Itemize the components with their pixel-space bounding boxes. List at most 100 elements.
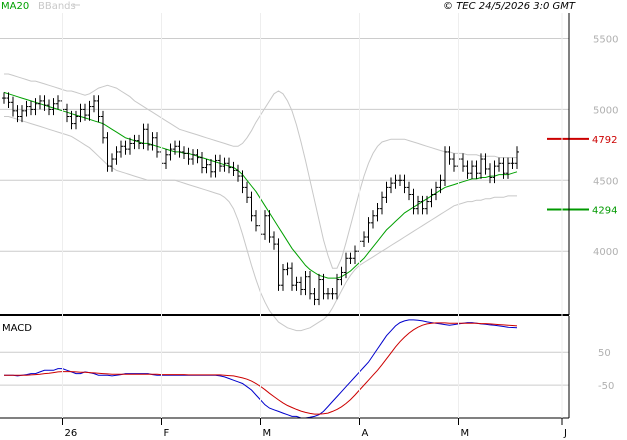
ohlc-bar [51,98,56,116]
x-tick-label: 26 [65,428,78,439]
ohlc-bar [249,191,254,222]
ohlc-bar [285,262,290,276]
ohlc-bar [267,210,272,243]
ohlc-bar [438,174,443,194]
price-y-tick-label: 4000 [593,247,618,258]
macd-y-tick-label: -50 [598,381,614,392]
header-legend: MA20 BBands © TEC 24/5/2026 3:0 GMT [1,1,576,12]
ohlc-bar [6,92,11,108]
macd-grid [0,351,569,386]
ohlc-bar [240,170,245,194]
ohlc-bar [506,157,510,179]
ohlc-bar [128,137,132,155]
price-y-tick-label: 4500 [593,176,618,187]
ohlc-bar [222,157,227,172]
ohlc-bar [429,188,434,208]
ohlc-bar [366,217,371,243]
ohlc-bar [290,262,294,291]
ohlc-bar [281,263,285,291]
legend-bbands: BBands [38,1,76,12]
ohlc-bar [150,132,155,151]
ohlc-bar [11,96,15,117]
ohlc-bar [245,181,249,203]
ohlc-bar [272,231,276,250]
ohlc-bar [371,210,375,229]
ohlc-bar [321,273,326,300]
ohlc-bar [173,140,177,155]
price-y-tick-label: 5500 [593,35,618,46]
ohlc-bar [308,271,312,300]
x-tick-label: M [263,428,272,439]
ohlc-bar [132,134,137,150]
ohlc-bar [191,149,195,165]
ohlc-bar [195,149,200,164]
price-levels: 4792 4294 [547,135,617,217]
ohlc-bar [474,160,479,179]
ohlc-bar [177,140,182,158]
ohlc-bar [375,202,380,222]
ohlc-bar [78,103,83,123]
ohlc-bar [137,134,141,150]
ohlc-bar [65,103,69,123]
ohlc-bar [461,153,465,172]
ohlc-bar [24,100,29,117]
ohlc-bar [389,177,393,194]
ohlc-bar [339,266,344,286]
resistance-level-label: 4792 [592,135,617,146]
copyright-text: © TEC 24/5/2026 3:0 GMT [443,1,576,12]
ohlc-bar [317,273,321,306]
ohlc-bar [465,160,470,179]
x-tick-label: M [461,428,470,439]
ohlc-bar [483,153,488,175]
price-grid [0,38,569,252]
ohlc-bar [335,273,339,300]
x-tick-label: A [362,428,369,439]
ohlc-bar [218,154,222,172]
ohlc-bar [74,110,78,130]
ohlc-bar [123,140,128,155]
ohlc-bar [362,231,366,247]
ohlc-bar [2,92,6,104]
ohlc-bar [393,174,398,189]
ohlc-bar [443,146,447,186]
ohlc-bar [353,245,357,264]
ohlc-bar [303,271,308,296]
ohlc-bar [96,95,101,123]
ohlc-bar [204,159,209,174]
ohlc-bar [470,160,474,179]
ohlc-bar [200,151,204,174]
ohlc-bar [92,95,96,113]
ohlc-bar [276,238,281,291]
ohlc-bar [105,132,110,172]
ohlc-bar [497,157,501,172]
ohlc-bar [380,191,384,215]
ohlc-bar [182,146,186,160]
ohlc-bar [425,195,429,215]
ohlc-bar [69,110,74,130]
ohlc-bar [263,210,267,240]
ohlc-bar [33,98,38,116]
ohlc-bar [411,188,416,215]
ohlc-bar [101,110,105,144]
price-y-tick-label: 5000 [593,105,618,116]
ohlc-bar [227,157,231,174]
legend-ma20: MA20 [1,1,29,12]
ohlc-bar [56,95,60,110]
ohlc-bar [15,105,20,123]
ohlc-bar [407,181,411,201]
ohlc-bar [402,174,407,194]
ohlc-bar [416,195,420,215]
ohlc-bar [479,153,483,179]
ohlc-bar [186,147,191,165]
ohlc-bar [398,174,402,186]
ohlc-bar [168,143,173,161]
macd-y-tick-label: 50 [598,348,611,359]
ohlc-bar [330,288,335,300]
ohlc-bar [114,146,119,165]
support-level-label: 4294 [592,206,617,217]
x-tick-label: J [563,428,567,439]
ohlc-bar [384,181,389,203]
ohlc-bar [83,103,87,121]
